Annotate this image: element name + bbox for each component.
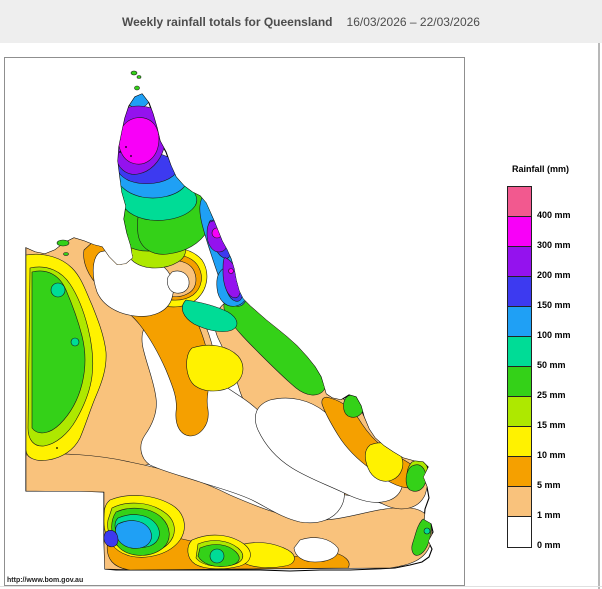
green-rainfall-zone <box>63 252 69 256</box>
legend-label: 5 mm <box>537 480 561 490</box>
date-range: 16/03/2026 – 22/03/2026 <box>346 14 480 29</box>
page-right-border <box>598 43 600 589</box>
town-dot <box>130 155 132 157</box>
legend-swatch <box>508 427 531 457</box>
page-title: Weekly rainfall totals for Queensland <box>122 14 333 29</box>
page-header: Weekly rainfall totals for Queensland 16… <box>0 0 602 43</box>
map-panel: http://www.bom.gov.au <box>4 57 465 586</box>
magenta-rainfall-zone <box>228 268 234 274</box>
legend-label: 400 mm <box>537 210 571 220</box>
green-rainfall-zone <box>136 75 142 79</box>
legend-swatch <box>508 337 531 367</box>
green-rainfall-zone <box>56 239 70 247</box>
legend-label: 0 mm <box>537 540 561 550</box>
legend-swatch <box>508 277 531 307</box>
rainfall-legend: Rainfall (mm) 400 mm 300 mm 200 mm 150 mm 10… <box>505 164 600 564</box>
legend-swatch <box>508 517 531 547</box>
legend-label: 1 mm <box>537 510 561 520</box>
legend-swatch <box>508 457 531 487</box>
legend-swatch <box>508 367 531 397</box>
islands <box>56 70 142 256</box>
legend-swatch <box>508 397 531 427</box>
magenta-rainfall-zone <box>118 117 160 165</box>
legend-color-scale <box>507 186 532 548</box>
legend-label: 300 mm <box>537 240 571 250</box>
teal-rainfall-zone <box>423 527 431 535</box>
legend-label: 50 mm <box>537 360 566 370</box>
legend-label: 15 mm <box>537 420 566 430</box>
teal-rainfall-zone <box>209 548 225 564</box>
source-url: http://www.bom.gov.au <box>7 577 84 584</box>
legend-title: Rainfall (mm) <box>512 164 570 174</box>
white-rainfall-zone <box>167 270 190 294</box>
legend-swatch <box>508 247 531 277</box>
white-rainfall-zone <box>293 537 339 563</box>
town-dot <box>56 447 58 449</box>
legend-label: 150 mm <box>537 300 571 310</box>
green-rainfall-zone <box>343 394 365 418</box>
legend-label: 25 mm <box>537 390 566 400</box>
legend-swatch <box>508 487 531 517</box>
legend-swatch <box>508 217 531 247</box>
page-bottom-border <box>0 586 602 587</box>
green-rainfall-zone <box>134 85 140 91</box>
teal-rainfall-zone <box>50 282 66 298</box>
town-dot <box>119 151 121 153</box>
town-dot <box>125 146 127 148</box>
queensland-rainfall-map <box>25 70 434 572</box>
blue-rainfall-zone <box>115 520 152 549</box>
legend-label: 200 mm <box>537 270 571 280</box>
teal-rainfall-zone <box>70 337 80 347</box>
legend-label: 100 mm <box>537 330 571 340</box>
legend-label: 10 mm <box>537 450 566 460</box>
green-rainfall-zone <box>405 464 427 492</box>
rainfall-contours <box>26 94 433 571</box>
teal-rainfall-zone <box>182 299 238 332</box>
legend-swatch <box>508 187 531 217</box>
green-rainfall-zone <box>130 70 138 76</box>
legend-swatch <box>508 307 531 337</box>
yellow-rainfall-zone <box>186 344 244 392</box>
